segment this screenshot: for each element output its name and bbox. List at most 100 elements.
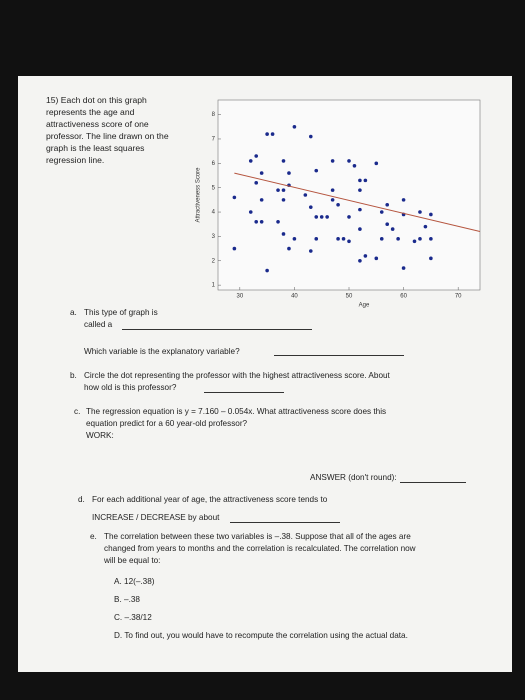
point [379,210,384,214]
part-text: Circle the dot representing the professo… [84,371,390,380]
part-text: The regression equation is y = 7.160 – 0… [86,407,387,416]
answer-blank [122,320,312,330]
point [325,215,329,219]
y-tick-label: 7 [212,137,216,143]
point [358,178,362,183]
x-tick-label: 70 [455,294,462,300]
point [314,168,319,173]
point [276,219,280,224]
point [336,237,340,241]
point [232,195,237,200]
point [281,159,286,163]
scatter-chart: 1 2 3 4 5 6 7 8 30 40 50 60 70 Age Attractiveness Scor… [196,99,481,309]
y-tick-label: 8 [212,112,216,118]
x-tick-label: 60 [400,294,407,300]
y-tick-label: 4 [212,210,216,216]
point [396,237,400,241]
regression-line [234,172,481,233]
point [347,239,351,244]
point [270,132,275,136]
point [254,219,259,224]
point [374,161,379,166]
answer-blank [230,513,340,523]
part-text: called a [84,320,113,329]
part-letter: a. [70,308,77,317]
point [287,246,291,251]
answer-blank [274,346,404,356]
point [429,212,433,217]
y-tick-label: 3 [212,234,216,240]
point [358,207,362,212]
point [303,193,308,197]
point [374,256,379,261]
option: D. To find out, you would have to recomp… [114,631,408,640]
y-tick-label: 1 [212,283,216,289]
part-text: changed from years to months and the cor… [104,544,416,553]
point [358,188,362,192]
point [232,246,237,251]
part-letter: e. [90,532,97,541]
point [248,159,253,163]
point [254,154,259,158]
point [330,159,335,163]
point [287,171,291,175]
point [292,237,297,241]
point [423,224,428,229]
question: 15) Each dot on this graph represents th… [46,95,169,165]
part-text: Which variable is the explanatory variab… [84,347,240,356]
x-tick-label: 50 [346,294,353,300]
y-tick-label: 6 [212,161,216,167]
plot-frame [217,99,481,291]
point [281,188,286,192]
answer-blank [400,473,466,483]
y-tick-label: 2 [212,258,216,264]
point [254,181,259,185]
point [401,266,406,270]
point [429,237,433,241]
point [379,237,384,241]
point [330,198,335,202]
point [418,210,422,214]
point [358,227,362,231]
point [352,163,357,168]
point [265,268,269,273]
x-tick-label: 30 [236,294,243,300]
point [308,249,313,253]
point [363,178,368,183]
point [259,198,264,202]
part-text: WORK: [86,431,114,440]
point [347,159,351,163]
y-tick-label: 5 [212,185,216,191]
part-text: INCREASE / DECREASE by about [92,513,220,522]
option: A. 12(–.38) [114,577,155,586]
point [281,232,286,236]
x-tick-label: 40 [291,294,298,300]
part-text: This type of graph is [84,308,158,317]
point [314,237,319,241]
point [341,237,346,241]
part-text: how old is this professor? [84,383,177,392]
part-text: equation predict for a 60 year-old profe… [86,419,248,428]
point [308,134,313,139]
point [292,124,297,129]
part-text: The correlation between these two variab… [104,532,411,541]
point [314,215,319,219]
option: B. –.38 [114,595,140,604]
point [265,132,269,136]
answer-blank [204,383,284,393]
point [418,237,422,241]
part-text: ANSWER (don't round): [310,473,397,482]
point [412,239,417,244]
point [281,198,286,202]
point [308,205,313,209]
point [248,210,253,214]
point [259,219,264,224]
part-text: will be equal to: [104,556,161,565]
point [347,215,351,219]
part-letter: d. [78,495,85,504]
point [259,171,264,175]
point [429,256,433,261]
part-letter: c. [74,407,81,416]
point [330,188,335,192]
